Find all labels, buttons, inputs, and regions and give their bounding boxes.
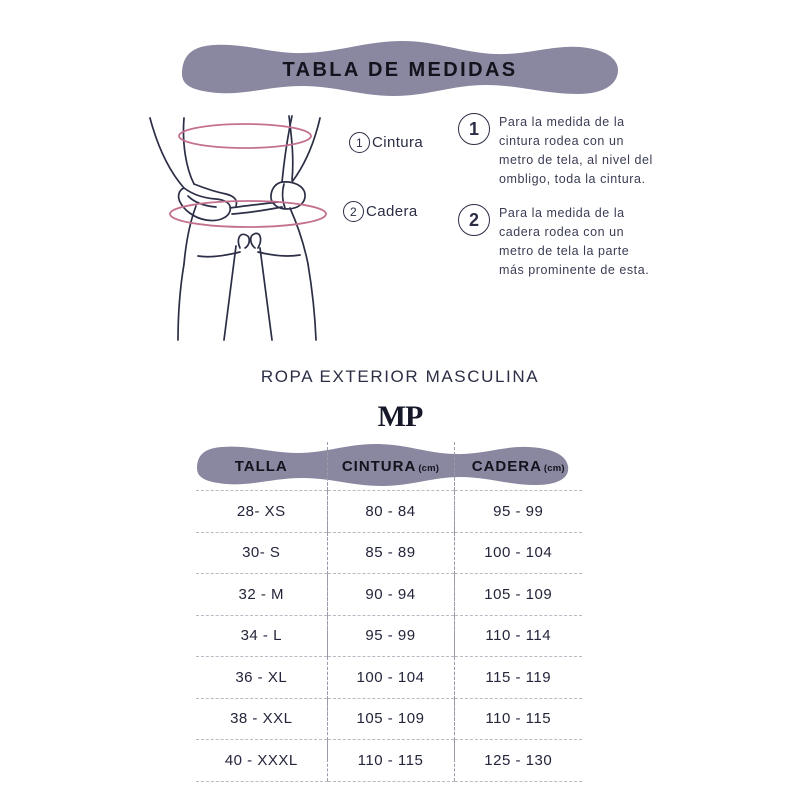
instruction-text-2: Para la medida de la cadera rodea con un… [499,206,650,277]
callout-number-2: 2 [343,201,364,222]
callout-cadera: 2 Cadera [343,201,418,222]
column-header-cintura-label: CINTURA [341,457,417,475]
cell-talla: 32 - M [196,573,327,615]
cell-cadera: 95 - 99 [453,490,582,532]
cell-cintura: 100 - 104 [326,656,454,698]
waist-measure-ring [178,123,312,149]
cell-cintura: 80 - 84 [326,490,454,532]
column-header-talla: TALLA [196,442,327,491]
cell-cadera: 105 - 109 [453,573,582,615]
brand-logo: MP [377,400,424,433]
table-header-row: TALLA CINTURA (cm) CADERA (cm) [196,442,582,491]
cell-cadera: 110 - 115 [453,697,582,740]
page-title: TABLA DE MEDIDAS [282,58,518,81]
callout-cintura: 1 Cintura [349,132,423,153]
cell-cadera: 115 - 119 [453,656,582,698]
size-table-container: TALLA CINTURA (cm) CADERA (cm) 28- XS 80 -… [196,442,582,782]
cell-talla: 30- S [196,531,327,574]
callout-label-cadera: Cadera [366,203,418,220]
body-measurement-illustration [132,96,372,351]
cell-talla: 28- XS [196,490,327,532]
table-row: 40 - XXXL 110 - 115 125 - 130 [196,739,582,782]
column-header-cadera-label: CADERA [471,457,542,475]
table-row: 34 - L 95 - 99 110 - 114 [196,614,582,657]
cell-cadera: 110 - 114 [453,614,582,657]
section-subtitle: ROPA EXTERIOR MASCULINA [260,367,540,386]
cell-cadera: 125 - 130 [453,739,582,782]
table-row: 30- S 85 - 89 100 - 104 [196,531,582,574]
table-row: 28- XS 80 - 84 95 - 99 [196,490,582,532]
column-header-cintura: CINTURA (cm) [326,442,454,491]
cell-cadera: 100 - 104 [453,531,582,574]
column-header-talla-label: TALLA [234,457,288,475]
cell-cintura: 85 - 89 [326,531,454,574]
table-row: 32 - M 90 - 94 105 - 109 [196,573,582,615]
cell-cintura: 90 - 94 [326,573,454,615]
size-table: TALLA CINTURA (cm) CADERA (cm) 28- XS 80 -… [196,442,582,782]
instructions-list: 1 Para la medida de la cintura rodea con… [458,112,658,294]
cell-cintura: 110 - 115 [326,739,454,782]
callout-label-cintura: Cintura [372,134,424,151]
column-header-cadera-unit: (cm) [543,462,565,474]
instruction-text-1: Para la medida de la cintura rodea con u… [499,115,653,186]
cell-cintura: 95 - 99 [326,614,454,657]
cell-cintura: 105 - 109 [326,697,454,740]
callout-number-1: 1 [349,132,370,153]
torso-line-art [149,115,327,341]
cell-talla: 34 - L [196,614,327,657]
table-row: 36 - XL 100 - 104 115 - 119 [196,656,582,698]
cell-talla: 38 - XXL [196,697,327,740]
title-banner: TABLA DE MEDIDAS [180,38,620,100]
instruction-item-1: 1 Para la medida de la cintura rodea con… [458,112,658,189]
step-number-2: 2 [458,204,490,236]
title-banner-blob-shape [182,41,618,96]
step-number-1: 1 [458,113,490,145]
cell-talla: 36 - XL [196,656,327,698]
instruction-item-2: 2 Para la medida de la cadera rodea con … [458,203,658,280]
hip-measure-ring [169,200,327,228]
size-table-head: TALLA CINTURA (cm) CADERA (cm) [196,442,582,491]
size-table-body: 28- XS 80 - 84 95 - 99 30- S 85 - 89 100… [196,490,582,782]
cell-talla: 40 - XXXL [196,739,327,782]
column-header-cadera: CADERA (cm) [453,442,582,491]
table-row: 38 - XXL 105 - 109 110 - 115 [196,697,582,740]
column-header-cintura-unit: (cm) [418,462,440,474]
